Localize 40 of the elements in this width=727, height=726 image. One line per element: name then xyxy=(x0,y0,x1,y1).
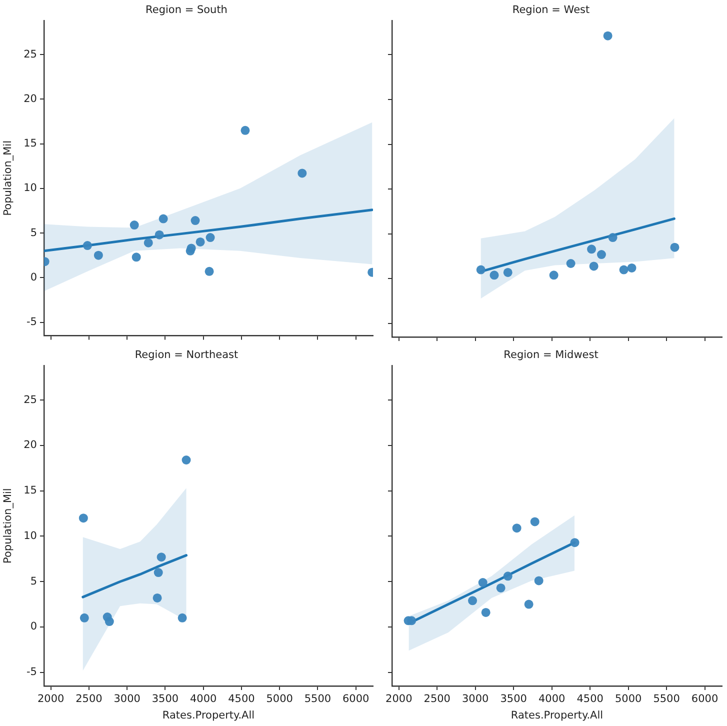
x-tick-label: 2000 xyxy=(37,693,64,706)
y-tick-label: 20 xyxy=(24,92,37,105)
x-tick-label: 5000 xyxy=(614,693,642,706)
x-tick-label: 3500 xyxy=(152,693,179,706)
x-tick-label: 5500 xyxy=(653,693,680,706)
y-tick-label: 10 xyxy=(24,530,37,542)
x-tick-label: 2000 xyxy=(386,693,412,706)
y-axis-title: Population_Mil xyxy=(2,488,14,564)
y-tick-label: 25 xyxy=(24,48,37,60)
y-tick-label: -5 xyxy=(26,316,37,328)
x-tick-label: 4500 xyxy=(576,693,604,706)
y-tick-label: 25 xyxy=(24,394,37,406)
y-tick-label: 15 xyxy=(24,138,37,150)
x-tick-label: 2500 xyxy=(76,693,102,706)
y-tick-label: 15 xyxy=(24,484,37,497)
x-tick-label: 4500 xyxy=(228,693,255,706)
chart-title: Region = Northeast xyxy=(134,349,238,362)
x-axis-title: Rates.Property.All xyxy=(162,709,255,722)
y-tick-label: 0 xyxy=(30,271,37,284)
y-tick-label: 20 xyxy=(24,439,37,452)
y-tick-label: 5 xyxy=(30,226,37,239)
x-tick-label: 6000 xyxy=(691,693,718,706)
x-tick-label: 5500 xyxy=(304,693,332,706)
y-tick-label: -5 xyxy=(26,666,37,678)
y-tick-label: 0 xyxy=(30,620,37,633)
chart-title: Region = West xyxy=(512,4,590,16)
x-tick-label: 2500 xyxy=(424,693,450,706)
x-tick-label: 4000 xyxy=(538,693,566,706)
y-tick-label: 5 xyxy=(30,575,37,588)
x-tick-label: 3000 xyxy=(462,693,489,706)
x-tick-label: 3500 xyxy=(500,693,527,706)
x-tick-label: 6000 xyxy=(342,693,370,706)
x-axis-title: Rates.Property.All xyxy=(510,709,604,722)
x-tick-label: 4000 xyxy=(190,693,217,706)
x-tick-label: 5000 xyxy=(266,693,293,706)
chart-title: Region = South xyxy=(146,4,228,16)
x-tick-label: 3000 xyxy=(114,693,140,706)
chart-title: Region = Midwest xyxy=(504,349,598,362)
y-tick-label: 10 xyxy=(24,182,37,194)
y-axis-title: Population_Mil xyxy=(2,140,14,216)
